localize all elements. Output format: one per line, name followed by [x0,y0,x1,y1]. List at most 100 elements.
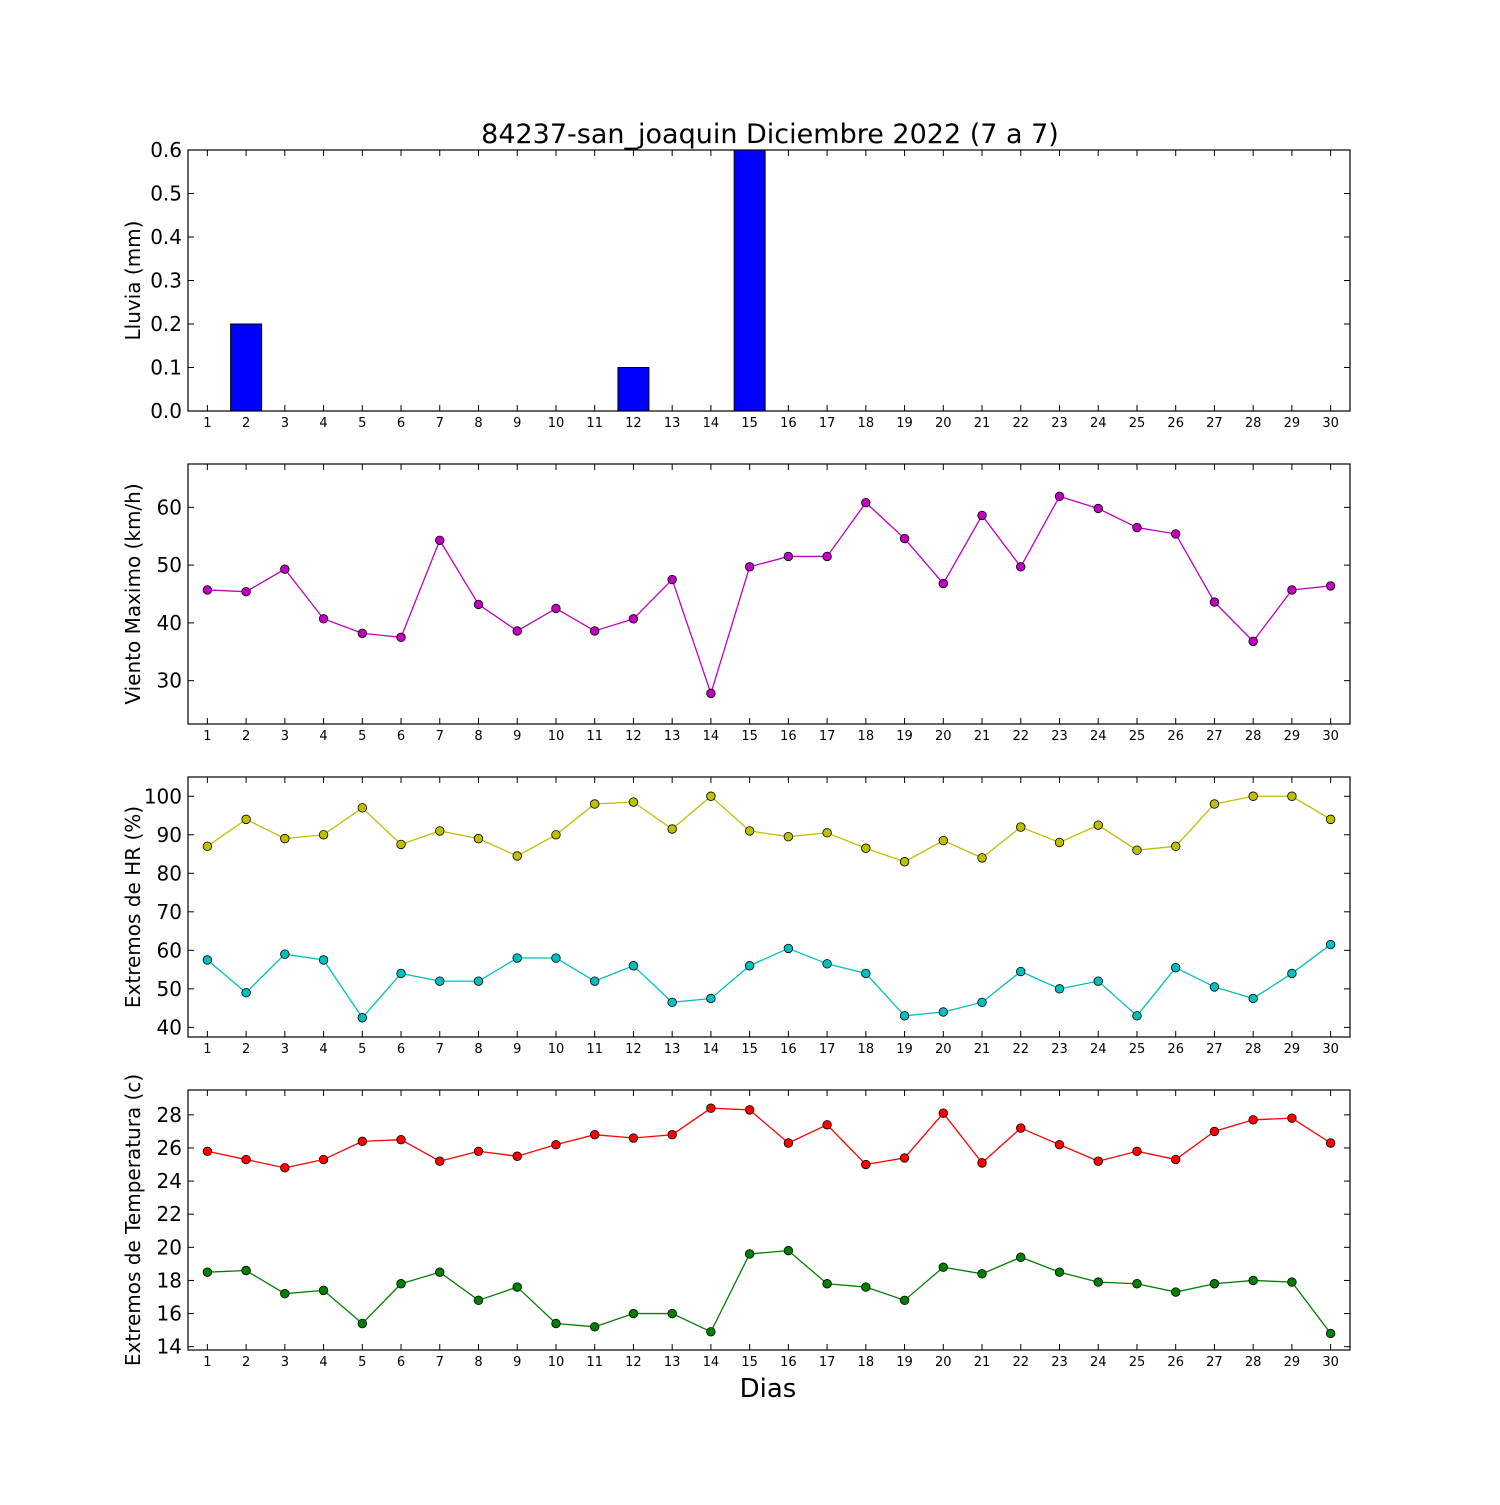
x-tick-label: 2 [242,729,250,744]
data-point [1093,820,1103,830]
data-point [551,1139,561,1150]
data-point [1054,984,1065,994]
data-point [357,1136,368,1147]
x-tick-label: 8 [474,1355,482,1370]
x-tick-label: 23 [1051,729,1068,744]
data-point [861,843,871,853]
x-tick-label: 29 [1284,1042,1301,1057]
data-point [1325,814,1336,825]
y-tick-label: 40 [157,1015,182,1039]
x-tick-label: 5 [358,729,366,744]
data-point [1209,982,1220,992]
x-tick-label: 26 [1167,416,1184,431]
data-point [1287,791,1297,801]
x-tick-label: 15 [741,1042,758,1057]
y-tick-label: 0.2 [150,312,182,336]
data-point [1287,968,1297,979]
data-point [1016,562,1026,572]
series-line-2 [206,944,1332,1019]
data-point [1170,529,1181,539]
x-tick-label: 28 [1245,416,1262,431]
data-point [977,510,987,521]
x-tick-label: 22 [1012,1042,1029,1057]
x-tick-label: 30 [1322,1355,1339,1370]
data-point [744,826,755,836]
x-tick-label: 10 [548,1355,565,1370]
data-point [783,551,794,562]
data-point [473,1295,484,1306]
data-point [667,1130,677,1140]
x-tick-label: 23 [1051,416,1068,431]
y-tick-label: 0.1 [150,356,182,380]
data-point [822,551,832,562]
x-tick-label: 4 [319,1355,327,1370]
x-tick-label: 6 [397,729,405,744]
x-tick-label: 24 [1090,1355,1107,1370]
x-axis-label: Dias [740,1374,797,1404]
x-tick-label: 18 [858,1355,875,1370]
data-point [280,949,290,959]
x-tick-label: 22 [1012,729,1029,744]
data-point [241,988,251,998]
data-point [783,1245,794,1256]
data-point [357,1318,368,1329]
data-point [473,833,484,844]
x-tick-label: 22 [1012,416,1029,431]
data-point [280,833,290,844]
data-point [783,943,794,954]
data-point [590,799,600,809]
x-tick-label: 22 [1012,1355,1029,1370]
data-point [628,1133,639,1143]
data-point [744,562,755,572]
data-point [1325,939,1336,950]
data-point [396,968,406,979]
y-tick-label: 40 [157,611,182,635]
series-line-1 [206,795,1331,863]
data-point [706,1103,716,1113]
data-point [512,1151,522,1161]
data-point [706,993,716,1004]
data-point [396,632,406,643]
data-point [1016,1123,1026,1133]
x-tick-label: 26 [1167,1042,1184,1057]
x-tick-label: 7 [436,729,444,744]
x-tick-label: 26 [1167,1355,1184,1370]
data-point [1170,1154,1181,1165]
data-point [590,1322,600,1332]
data-point [357,628,368,638]
y-axis-label: Extremos de Temperatura (c) [121,1074,145,1366]
x-tick-label: 27 [1206,729,1223,744]
x-tick-label: 29 [1284,416,1301,431]
data-point [357,1013,368,1023]
y-tick-label: 24 [157,1169,182,1193]
data-point [1170,841,1181,852]
plot-frame [187,149,1351,412]
x-tick-label: 29 [1284,1355,1301,1370]
x-tick-label: 20 [935,1042,952,1057]
data-point [1209,1279,1220,1289]
x-tick-label: 24 [1090,416,1107,431]
data-point [1248,636,1258,647]
x-tick-label: 3 [281,416,289,431]
x-tick-label: 11 [586,729,603,744]
data-point [938,1007,949,1017]
x-tick-label: 15 [741,729,758,744]
x-tick-label: 5 [358,1355,366,1370]
x-tick-label: 11 [586,416,603,431]
data-point [706,791,716,801]
x-tick-label: 17 [819,1042,836,1057]
data-point [551,1318,561,1329]
x-tick-label: 10 [548,416,565,431]
data-point [1248,791,1258,801]
data-point [783,1138,794,1148]
data-point [241,1154,251,1165]
data-point [1287,585,1297,595]
data-point [1054,837,1065,848]
data-point [1093,976,1103,986]
y-tick-label: 50 [157,553,182,577]
x-tick-label: 8 [474,1042,482,1057]
x-tick-label: 19 [896,416,913,431]
